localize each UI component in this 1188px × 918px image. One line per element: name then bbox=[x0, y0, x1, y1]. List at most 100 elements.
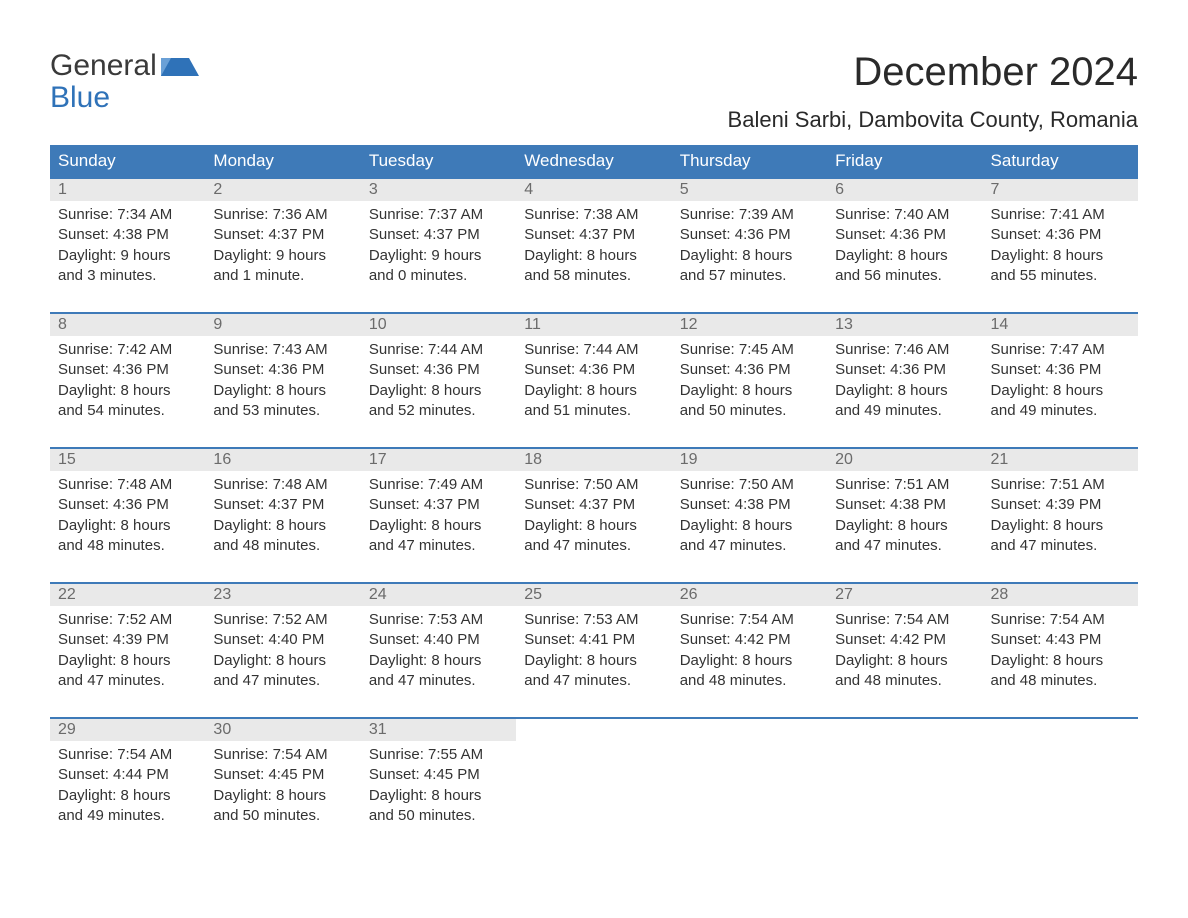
day-cell: Sunrise: 7:55 AMSunset: 4:45 PMDaylight:… bbox=[361, 741, 516, 852]
sunrise-line: Sunrise: 7:52 AM bbox=[58, 610, 197, 630]
sunset-line: Sunset: 4:43 PM bbox=[991, 630, 1130, 650]
day-number: 13 bbox=[827, 313, 982, 336]
day-cell: Sunrise: 7:53 AMSunset: 4:41 PMDaylight:… bbox=[516, 606, 671, 718]
sunset-line: Sunset: 4:36 PM bbox=[835, 360, 974, 380]
day-number: 20 bbox=[827, 448, 982, 471]
empty-cell bbox=[983, 741, 1138, 852]
sunset-line: Sunset: 4:39 PM bbox=[58, 630, 197, 650]
day-cell: Sunrise: 7:45 AMSunset: 4:36 PMDaylight:… bbox=[672, 336, 827, 448]
sunrise-line: Sunrise: 7:43 AM bbox=[213, 340, 352, 360]
daylight-line-1: Daylight: 8 hours bbox=[835, 516, 974, 536]
daylight-line-1: Daylight: 8 hours bbox=[991, 516, 1130, 536]
daylight-line-1: Daylight: 8 hours bbox=[991, 381, 1130, 401]
daylight-line-1: Daylight: 8 hours bbox=[524, 246, 663, 266]
day-cell: Sunrise: 7:54 AMSunset: 4:42 PMDaylight:… bbox=[827, 606, 982, 718]
daylight-line-2: and 55 minutes. bbox=[991, 266, 1130, 286]
daylight-line-1: Daylight: 8 hours bbox=[58, 651, 197, 671]
day-cell: Sunrise: 7:50 AMSunset: 4:37 PMDaylight:… bbox=[516, 471, 671, 583]
day-cell: Sunrise: 7:47 AMSunset: 4:36 PMDaylight:… bbox=[983, 336, 1138, 448]
sunset-line: Sunset: 4:37 PM bbox=[524, 495, 663, 515]
day-number: 6 bbox=[827, 178, 982, 201]
daylight-line-1: Daylight: 8 hours bbox=[835, 381, 974, 401]
daylight-line-2: and 47 minutes. bbox=[369, 536, 508, 556]
daylight-line-1: Daylight: 8 hours bbox=[524, 381, 663, 401]
day-number-row: 22232425262728 bbox=[50, 583, 1138, 606]
daylight-line-1: Daylight: 8 hours bbox=[213, 381, 352, 401]
sunset-line: Sunset: 4:37 PM bbox=[369, 225, 508, 245]
day-number: 31 bbox=[361, 718, 516, 741]
daylight-line-2: and 1 minute. bbox=[213, 266, 352, 286]
sunrise-line: Sunrise: 7:38 AM bbox=[524, 205, 663, 225]
sunset-line: Sunset: 4:40 PM bbox=[369, 630, 508, 650]
daylight-line-2: and 49 minutes. bbox=[835, 401, 974, 421]
sunrise-line: Sunrise: 7:54 AM bbox=[58, 745, 197, 765]
daylight-line-1: Daylight: 8 hours bbox=[680, 381, 819, 401]
sunrise-line: Sunrise: 7:45 AM bbox=[680, 340, 819, 360]
sunrise-line: Sunrise: 7:52 AM bbox=[213, 610, 352, 630]
logo-text: General Blue bbox=[50, 50, 199, 114]
day-number: 18 bbox=[516, 448, 671, 471]
day-number: 23 bbox=[205, 583, 360, 606]
daylight-line-1: Daylight: 8 hours bbox=[991, 246, 1130, 266]
sunset-line: Sunset: 4:38 PM bbox=[835, 495, 974, 515]
day-number: 26 bbox=[672, 583, 827, 606]
header: General Blue December 2024 Baleni Sarbi,… bbox=[50, 50, 1138, 133]
day-data-row: Sunrise: 7:54 AMSunset: 4:44 PMDaylight:… bbox=[50, 741, 1138, 852]
logo-text-top: General bbox=[50, 49, 157, 82]
daylight-line-2: and 57 minutes. bbox=[680, 266, 819, 286]
sunrise-line: Sunrise: 7:40 AM bbox=[835, 205, 974, 225]
day-number: 27 bbox=[827, 583, 982, 606]
day-number: 24 bbox=[361, 583, 516, 606]
weekday-header: Tuesday bbox=[361, 145, 516, 178]
daylight-line-2: and 47 minutes. bbox=[524, 671, 663, 691]
day-number-row: 15161718192021 bbox=[50, 448, 1138, 471]
daylight-line-1: Daylight: 9 hours bbox=[213, 246, 352, 266]
day-cell: Sunrise: 7:44 AMSunset: 4:36 PMDaylight:… bbox=[516, 336, 671, 448]
empty-cell bbox=[672, 741, 827, 852]
day-cell: Sunrise: 7:51 AMSunset: 4:39 PMDaylight:… bbox=[983, 471, 1138, 583]
day-cell: Sunrise: 7:53 AMSunset: 4:40 PMDaylight:… bbox=[361, 606, 516, 718]
sunrise-line: Sunrise: 7:34 AM bbox=[58, 205, 197, 225]
day-cell: Sunrise: 7:50 AMSunset: 4:38 PMDaylight:… bbox=[672, 471, 827, 583]
daylight-line-1: Daylight: 8 hours bbox=[524, 516, 663, 536]
sunset-line: Sunset: 4:36 PM bbox=[680, 225, 819, 245]
daylight-line-2: and 49 minutes. bbox=[58, 806, 197, 826]
daylight-line-2: and 50 minutes. bbox=[369, 806, 508, 826]
daylight-line-1: Daylight: 8 hours bbox=[213, 651, 352, 671]
sunset-line: Sunset: 4:37 PM bbox=[213, 225, 352, 245]
daylight-line-1: Daylight: 8 hours bbox=[58, 786, 197, 806]
daylight-line-2: and 50 minutes. bbox=[680, 401, 819, 421]
weekday-header: Sunday bbox=[50, 145, 205, 178]
logo-text-bottom: Blue bbox=[50, 81, 110, 114]
sunset-line: Sunset: 4:37 PM bbox=[369, 495, 508, 515]
empty-cell bbox=[516, 741, 671, 852]
empty-cell bbox=[672, 718, 827, 741]
day-cell: Sunrise: 7:46 AMSunset: 4:36 PMDaylight:… bbox=[827, 336, 982, 448]
day-cell: Sunrise: 7:49 AMSunset: 4:37 PMDaylight:… bbox=[361, 471, 516, 583]
day-number: 9 bbox=[205, 313, 360, 336]
day-cell: Sunrise: 7:37 AMSunset: 4:37 PMDaylight:… bbox=[361, 201, 516, 313]
day-number: 14 bbox=[983, 313, 1138, 336]
day-number: 2 bbox=[205, 178, 360, 201]
sunrise-line: Sunrise: 7:48 AM bbox=[58, 475, 197, 495]
sunrise-line: Sunrise: 7:54 AM bbox=[680, 610, 819, 630]
day-cell: Sunrise: 7:41 AMSunset: 4:36 PMDaylight:… bbox=[983, 201, 1138, 313]
sunrise-line: Sunrise: 7:53 AM bbox=[369, 610, 508, 630]
day-cell: Sunrise: 7:36 AMSunset: 4:37 PMDaylight:… bbox=[205, 201, 360, 313]
day-number: 17 bbox=[361, 448, 516, 471]
day-data-row: Sunrise: 7:42 AMSunset: 4:36 PMDaylight:… bbox=[50, 336, 1138, 448]
daylight-line-2: and 47 minutes. bbox=[524, 536, 663, 556]
daylight-line-1: Daylight: 8 hours bbox=[213, 516, 352, 536]
sunrise-line: Sunrise: 7:51 AM bbox=[835, 475, 974, 495]
sunset-line: Sunset: 4:37 PM bbox=[524, 225, 663, 245]
daylight-line-1: Daylight: 8 hours bbox=[524, 651, 663, 671]
daylight-line-2: and 47 minutes. bbox=[58, 671, 197, 691]
day-number: 4 bbox=[516, 178, 671, 201]
day-data-row: Sunrise: 7:48 AMSunset: 4:36 PMDaylight:… bbox=[50, 471, 1138, 583]
day-cell: Sunrise: 7:48 AMSunset: 4:36 PMDaylight:… bbox=[50, 471, 205, 583]
weekday-header: Thursday bbox=[672, 145, 827, 178]
daylight-line-2: and 48 minutes. bbox=[680, 671, 819, 691]
sunrise-line: Sunrise: 7:44 AM bbox=[524, 340, 663, 360]
sunset-line: Sunset: 4:45 PM bbox=[369, 765, 508, 785]
day-cell: Sunrise: 7:43 AMSunset: 4:36 PMDaylight:… bbox=[205, 336, 360, 448]
